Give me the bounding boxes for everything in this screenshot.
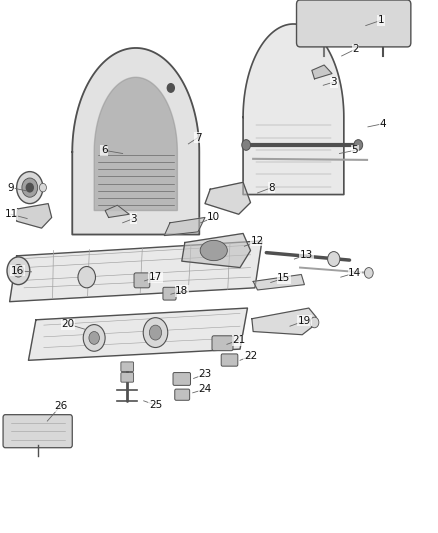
FancyBboxPatch shape — [297, 0, 411, 47]
Text: 20: 20 — [61, 319, 74, 329]
FancyBboxPatch shape — [121, 373, 134, 382]
Circle shape — [17, 172, 43, 204]
Circle shape — [328, 252, 340, 266]
Polygon shape — [252, 308, 316, 335]
Circle shape — [78, 266, 95, 288]
Ellipse shape — [200, 240, 227, 261]
FancyBboxPatch shape — [134, 273, 150, 288]
Polygon shape — [164, 217, 205, 236]
Polygon shape — [94, 77, 177, 211]
Text: 22: 22 — [244, 351, 257, 361]
Text: 3: 3 — [330, 77, 337, 87]
Text: 17: 17 — [149, 272, 162, 282]
Text: 16: 16 — [11, 266, 24, 276]
Polygon shape — [10, 241, 262, 302]
Polygon shape — [17, 204, 52, 228]
Text: 7: 7 — [194, 133, 201, 142]
Polygon shape — [105, 205, 129, 217]
Circle shape — [13, 264, 24, 277]
Text: 25: 25 — [149, 400, 162, 410]
Circle shape — [167, 84, 174, 92]
Text: 2: 2 — [352, 44, 359, 54]
FancyBboxPatch shape — [221, 354, 238, 366]
Circle shape — [7, 257, 30, 285]
Polygon shape — [243, 24, 344, 195]
Circle shape — [364, 268, 373, 278]
Text: 26: 26 — [54, 401, 67, 411]
Circle shape — [39, 183, 46, 192]
Text: 4: 4 — [380, 119, 387, 128]
Text: 12: 12 — [251, 236, 264, 246]
Text: 19: 19 — [298, 316, 311, 326]
Circle shape — [242, 140, 251, 150]
Text: 24: 24 — [198, 384, 212, 394]
Text: 6: 6 — [101, 146, 108, 155]
Text: 14: 14 — [348, 268, 361, 278]
Circle shape — [26, 183, 33, 192]
Circle shape — [83, 325, 105, 351]
Polygon shape — [312, 65, 332, 79]
Text: 8: 8 — [268, 183, 275, 192]
Circle shape — [22, 178, 38, 197]
Polygon shape — [28, 308, 247, 360]
Circle shape — [143, 318, 168, 348]
Text: 21: 21 — [232, 335, 245, 345]
Text: 18: 18 — [175, 286, 188, 296]
FancyBboxPatch shape — [212, 336, 233, 351]
Text: 3: 3 — [130, 214, 137, 223]
Circle shape — [310, 317, 319, 328]
Circle shape — [149, 325, 162, 340]
Text: 10: 10 — [207, 213, 220, 222]
Text: 13: 13 — [300, 250, 313, 260]
FancyBboxPatch shape — [175, 389, 190, 400]
Polygon shape — [182, 233, 251, 268]
FancyBboxPatch shape — [3, 415, 72, 448]
Text: 11: 11 — [4, 209, 18, 219]
Polygon shape — [253, 274, 304, 290]
Polygon shape — [205, 182, 251, 214]
Text: 15: 15 — [277, 273, 290, 283]
FancyBboxPatch shape — [173, 373, 191, 385]
FancyBboxPatch shape — [121, 362, 134, 372]
Polygon shape — [72, 48, 199, 235]
Text: 23: 23 — [198, 369, 212, 379]
Text: 9: 9 — [7, 183, 14, 192]
Circle shape — [89, 332, 99, 344]
FancyBboxPatch shape — [163, 287, 176, 300]
Text: 5: 5 — [351, 146, 358, 155]
Circle shape — [354, 140, 363, 150]
Text: 1: 1 — [378, 15, 385, 25]
